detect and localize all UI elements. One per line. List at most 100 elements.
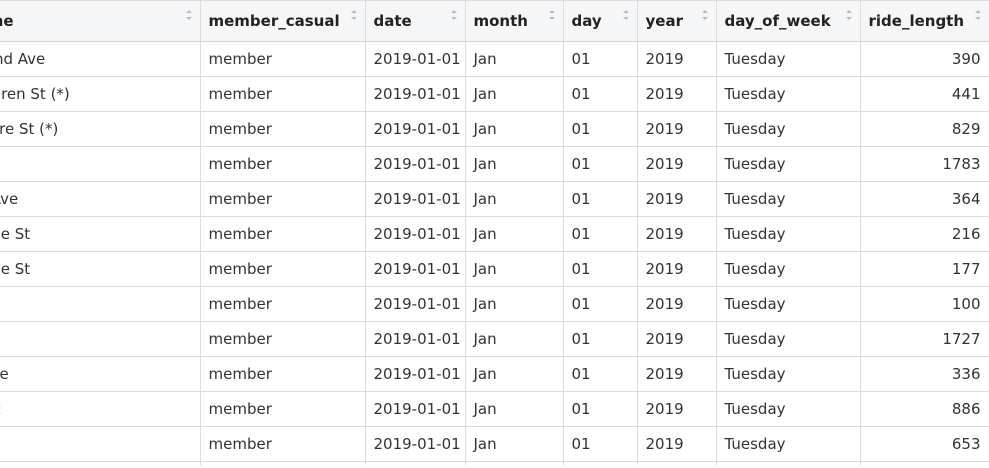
table-header: name member_casual date month day year day_of_… — [0, 0, 989, 42]
table-row: n Buren St (*)member2019-01-01Jan012019T… — [0, 76, 989, 112]
cell-date: 2019-01-01 — [365, 286, 466, 322]
column-header-label: ride_length — [868, 12, 965, 31]
cell-day-of-week: Tuesday — [716, 41, 861, 77]
cell-day: 01 — [563, 426, 638, 462]
column-header-year[interactable]: year — [637, 0, 717, 42]
cell-day-of-week: Tuesday — [716, 146, 861, 182]
cell-day: 01 — [563, 181, 638, 217]
cell-ride-length: 364 — [860, 181, 989, 217]
cell-day-of-week: Tuesday — [716, 426, 861, 462]
cell-ride-length: 829 — [860, 111, 989, 147]
cell-name: Grand Ave — [0, 41, 201, 77]
sort-arrows-icon[interactable] — [700, 7, 710, 23]
cell-ride-length: 216 — [860, 216, 989, 252]
table-body: Grand Avemember2019-01-01Jan012019Tuesda… — [0, 41, 989, 468]
sort-arrows-icon[interactable] — [449, 7, 459, 23]
cell-day: 01 — [563, 146, 638, 182]
sort-arrows-icon[interactable] — [184, 7, 194, 23]
cell-day: 01 — [563, 41, 638, 77]
cell-month: Jan — [465, 356, 564, 392]
cell-month: Jan — [465, 426, 564, 462]
cell-day: 01 — [563, 216, 638, 252]
cell-year: 2019 — [637, 181, 717, 217]
cell-day-of-week: Tuesday — [716, 76, 861, 112]
table-row: nd Avemember2019-01-01Jan012019Tuesday36… — [0, 181, 989, 217]
table-row: onroe Stmember2019-01-01Jan012019Tuesday… — [0, 216, 989, 252]
cell-member-casual — [200, 461, 366, 468]
column-header-date[interactable]: date — [365, 0, 466, 42]
cell-member-casual: member — [200, 426, 366, 462]
cell-date: 2019-01-01 — [365, 321, 466, 357]
cell-month: Jan — [465, 286, 564, 322]
column-header-label: year — [645, 12, 683, 31]
cell-name — [0, 146, 201, 182]
viewport-edge — [0, 465, 989, 468]
column-header-name[interactable]: name — [0, 0, 201, 42]
cell-ride-length: 653 — [860, 426, 989, 462]
sort-arrows-icon[interactable] — [349, 7, 359, 23]
cell-date: 2019-01-01 — [365, 76, 466, 112]
cell-date: 2019-01-01 — [365, 111, 466, 147]
cell-date: 2019-01-01 — [365, 181, 466, 217]
cell-year: 2019 — [637, 286, 717, 322]
cell-name: n Ave — [0, 356, 201, 392]
cell-date — [365, 461, 466, 468]
column-header-day[interactable]: day — [563, 0, 638, 42]
cell-month — [465, 461, 564, 468]
cell-day-of-week: Tuesday — [716, 391, 861, 427]
sort-arrows-icon[interactable] — [547, 7, 557, 23]
cell-year: 2019 — [637, 251, 717, 287]
cell-year: 2019 — [637, 391, 717, 427]
cell-ride-length: 390 — [860, 41, 989, 77]
cell-month: Jan — [465, 216, 564, 252]
table-row — [0, 461, 989, 468]
table-row: member 2019-01-01 Jan 01 2019 Tuesday 1783 — [0, 146, 989, 182]
cell-ride-length: 100 — [860, 286, 989, 322]
cell-member-casual: member — [200, 146, 366, 182]
cell-day-of-week: Tuesday — [716, 216, 861, 252]
column-header-label: month — [473, 12, 528, 31]
cell-day: 01 — [563, 356, 638, 392]
cell-ride-length: 886 — [860, 391, 989, 427]
cell-year: 2019 — [637, 356, 717, 392]
cell-year: 2019 — [637, 76, 717, 112]
column-header-label: name — [0, 12, 14, 31]
cell-day-of-week: Tuesday — [716, 251, 861, 287]
table-row: Grand Avemember2019-01-01Jan012019Tuesda… — [0, 41, 989, 77]
table-row: onroe Stmember2019-01-01Jan012019Tuesday… — [0, 251, 989, 287]
cell-year: 2019 — [637, 111, 717, 147]
column-header-member-casual[interactable]: member_casual — [200, 0, 366, 42]
cell-member-casual: member — [200, 286, 366, 322]
cell-name: onroe St — [0, 251, 201, 287]
cell-month: Jan — [465, 251, 564, 287]
cell-day-of-week: Tuesday — [716, 321, 861, 357]
cell-month: Jan — [465, 181, 564, 217]
cell-name: nd Ave — [0, 181, 201, 217]
header-row: name member_casual date month day year day_of_… — [0, 0, 989, 42]
sort-arrows-icon[interactable] — [844, 7, 854, 23]
column-header-month[interactable]: month — [465, 0, 564, 42]
column-header-label: day_of_week — [724, 12, 831, 31]
cell-date: 2019-01-01 — [365, 146, 466, 182]
sort-arrows-icon[interactable] — [621, 7, 631, 23]
sort-arrows-icon[interactable] — [973, 7, 983, 23]
cell-year: 2019 — [637, 426, 717, 462]
cell-day: 01 — [563, 76, 638, 112]
cell-month: Jan — [465, 41, 564, 77]
column-header-label: day — [571, 12, 602, 31]
cell-member-casual: member — [200, 391, 366, 427]
cell-name: llmore St (*) — [0, 111, 201, 147]
cell-date: 2019-01-01 — [365, 216, 466, 252]
column-header-ride-length[interactable]: ride_length — [860, 0, 989, 42]
cell-member-casual: member — [200, 41, 366, 77]
cell-date: 2019-01-01 — [365, 391, 466, 427]
column-header-day-of-week[interactable]: day_of_week — [716, 0, 861, 42]
cell-name: e St — [0, 286, 201, 322]
